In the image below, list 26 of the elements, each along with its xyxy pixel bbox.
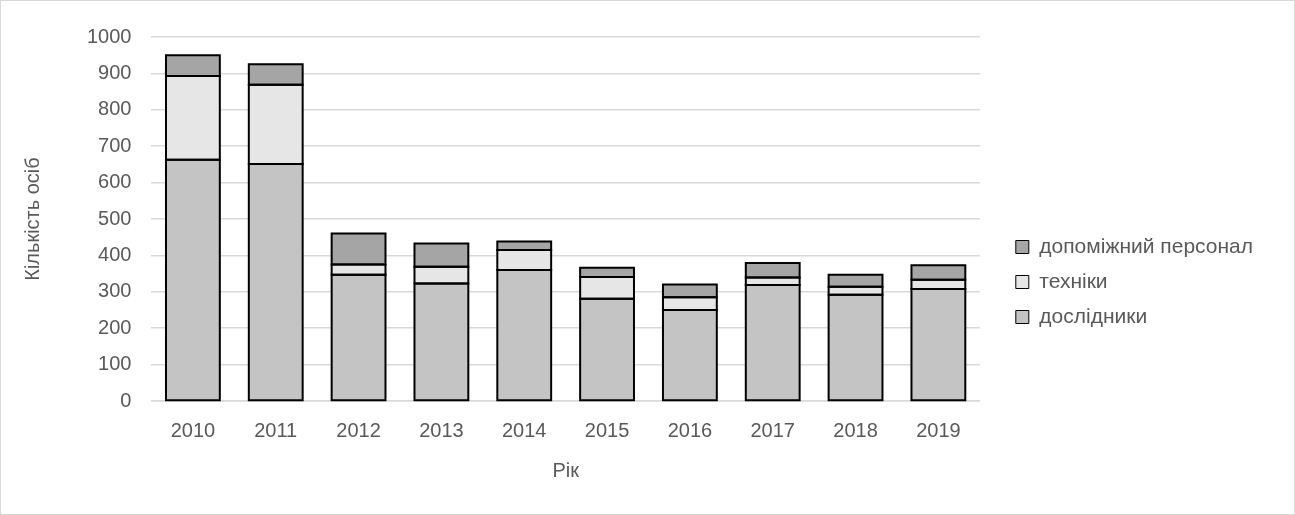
legend-label: допоміжний персонал xyxy=(1039,233,1253,257)
y-tick-label: 400 xyxy=(98,242,132,265)
y-tick-label: 500 xyxy=(98,206,132,229)
legend-label: дослідники xyxy=(1039,303,1148,327)
legend-label: техніки xyxy=(1039,268,1108,292)
x-tick-label: 2011 xyxy=(254,418,298,441)
x-tick-label: 2014 xyxy=(501,418,547,441)
y-tick-label: 300 xyxy=(98,279,132,302)
y-tick-label: 0 xyxy=(120,388,132,411)
x-tick-label: 2015 xyxy=(584,418,630,441)
y-tick-label: 900 xyxy=(98,60,132,83)
y-tick-label: 600 xyxy=(98,170,132,193)
x-tick-label: 2017 xyxy=(750,418,795,441)
y-tick-label: 100 xyxy=(98,352,132,375)
y-tick-label: 800 xyxy=(98,97,132,120)
x-axis-title: Рік xyxy=(552,458,580,481)
x-tick-label: 2010 xyxy=(170,418,216,441)
x-tick-label: 2012 xyxy=(336,418,381,441)
x-tick-label: 2018 xyxy=(833,418,878,441)
x-tick-label: 2013 xyxy=(419,418,464,441)
x-tick-label: 2019 xyxy=(916,418,961,441)
y-tick-label: 1000 xyxy=(86,24,132,47)
y-tick-label: 200 xyxy=(98,315,132,338)
y-axis-title: Кількість осіб xyxy=(20,157,43,281)
x-tick-label: 2016 xyxy=(667,418,713,441)
y-tick-label: 700 xyxy=(98,133,132,156)
